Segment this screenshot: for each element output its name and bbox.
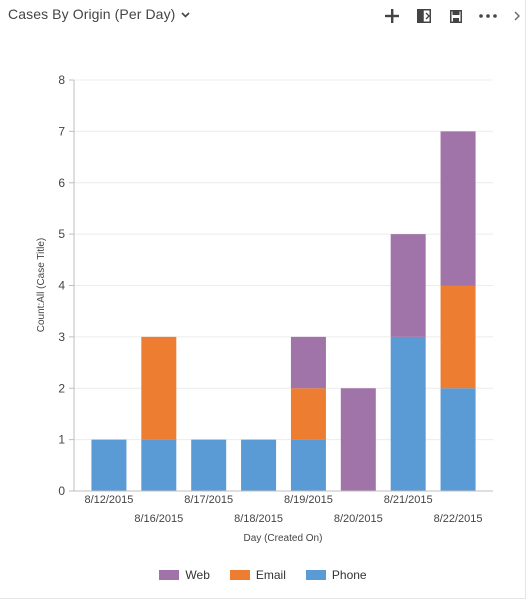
y-tick-label: 5 xyxy=(58,227,65,241)
gridlines xyxy=(74,79,493,441)
x-tick-label: 8/19/2015 xyxy=(284,494,333,506)
y-tick-label: 2 xyxy=(58,381,65,395)
legend-label: Web xyxy=(185,568,210,582)
chart-header: Cases By Origin (Per Day) xyxy=(0,0,526,32)
legend-label: Phone xyxy=(331,568,367,582)
y-tick-label: 1 xyxy=(58,433,65,447)
bar-web[interactable] xyxy=(440,131,476,286)
save-icon xyxy=(450,9,462,23)
bar-phone[interactable] xyxy=(290,439,326,491)
bar-email[interactable] xyxy=(290,388,326,440)
plus-icon xyxy=(385,9,399,23)
bar-email[interactable] xyxy=(440,285,476,389)
legend-swatch xyxy=(305,570,326,580)
bar-email[interactable] xyxy=(141,336,177,440)
bars xyxy=(91,131,476,491)
y-tick-label: 8 xyxy=(58,73,65,87)
legend-swatch xyxy=(229,570,250,580)
save-chart-button[interactable] xyxy=(446,6,466,26)
x-tick-label: 8/12/2015 xyxy=(84,494,133,506)
x-tick-label: 8/21/2015 xyxy=(384,494,433,506)
legend-item-phone[interactable]: Phone xyxy=(305,568,367,582)
more-options-button[interactable] xyxy=(478,6,498,26)
legend-item-web[interactable]: Web xyxy=(159,568,210,582)
y-tick-label: 0 xyxy=(58,484,65,498)
next-chart-button[interactable] xyxy=(510,6,524,26)
y-tick-label: 7 xyxy=(58,124,65,138)
legend-label: Email xyxy=(255,568,286,582)
bar-phone[interactable] xyxy=(390,336,426,491)
bar-web[interactable] xyxy=(390,234,426,337)
expand-chart-button[interactable] xyxy=(414,6,434,26)
chart-title: Cases By Origin (Per Day) xyxy=(8,6,176,22)
x-axis-title: Day (Created On) xyxy=(244,533,323,544)
x-tick-label: 8/20/2015 xyxy=(334,513,383,525)
chart-legend: Web Email Phone xyxy=(0,568,526,582)
bar-web[interactable] xyxy=(340,388,376,491)
legend-item-email[interactable]: Email xyxy=(229,568,286,582)
x-tick-label: 8/16/2015 xyxy=(134,513,183,525)
y-tick-label: 6 xyxy=(58,176,65,190)
bar-phone[interactable] xyxy=(91,439,127,491)
y-tick-label: 3 xyxy=(58,330,65,344)
more-icon xyxy=(479,14,497,18)
bar-phone[interactable] xyxy=(191,439,227,491)
chart-title-selector[interactable]: Cases By Origin (Per Day) xyxy=(8,6,191,22)
bar-phone[interactable] xyxy=(241,439,277,491)
bar-web[interactable] xyxy=(290,336,326,389)
expand-icon xyxy=(417,9,431,23)
y-tick-label: 4 xyxy=(58,279,65,293)
bar-phone[interactable] xyxy=(141,439,177,491)
chart-toolbar xyxy=(382,6,526,26)
legend-swatch xyxy=(159,570,180,580)
x-tick-label: 8/18/2015 xyxy=(234,513,283,525)
x-axis-ticks: 8/12/20158/16/20158/17/20158/18/20158/19… xyxy=(84,494,482,525)
y-axis-title: Count:All (Case Title) xyxy=(36,238,47,332)
chevron-right-icon xyxy=(514,11,520,21)
x-tick-label: 8/17/2015 xyxy=(184,494,233,506)
x-tick-label: 8/22/2015 xyxy=(434,513,483,525)
bar-phone[interactable] xyxy=(440,388,476,491)
add-button[interactable] xyxy=(382,6,402,26)
chevron-down-icon xyxy=(181,12,191,18)
y-axis-ticks: 0 1 2 3 4 5 6 7 8 xyxy=(58,73,74,498)
